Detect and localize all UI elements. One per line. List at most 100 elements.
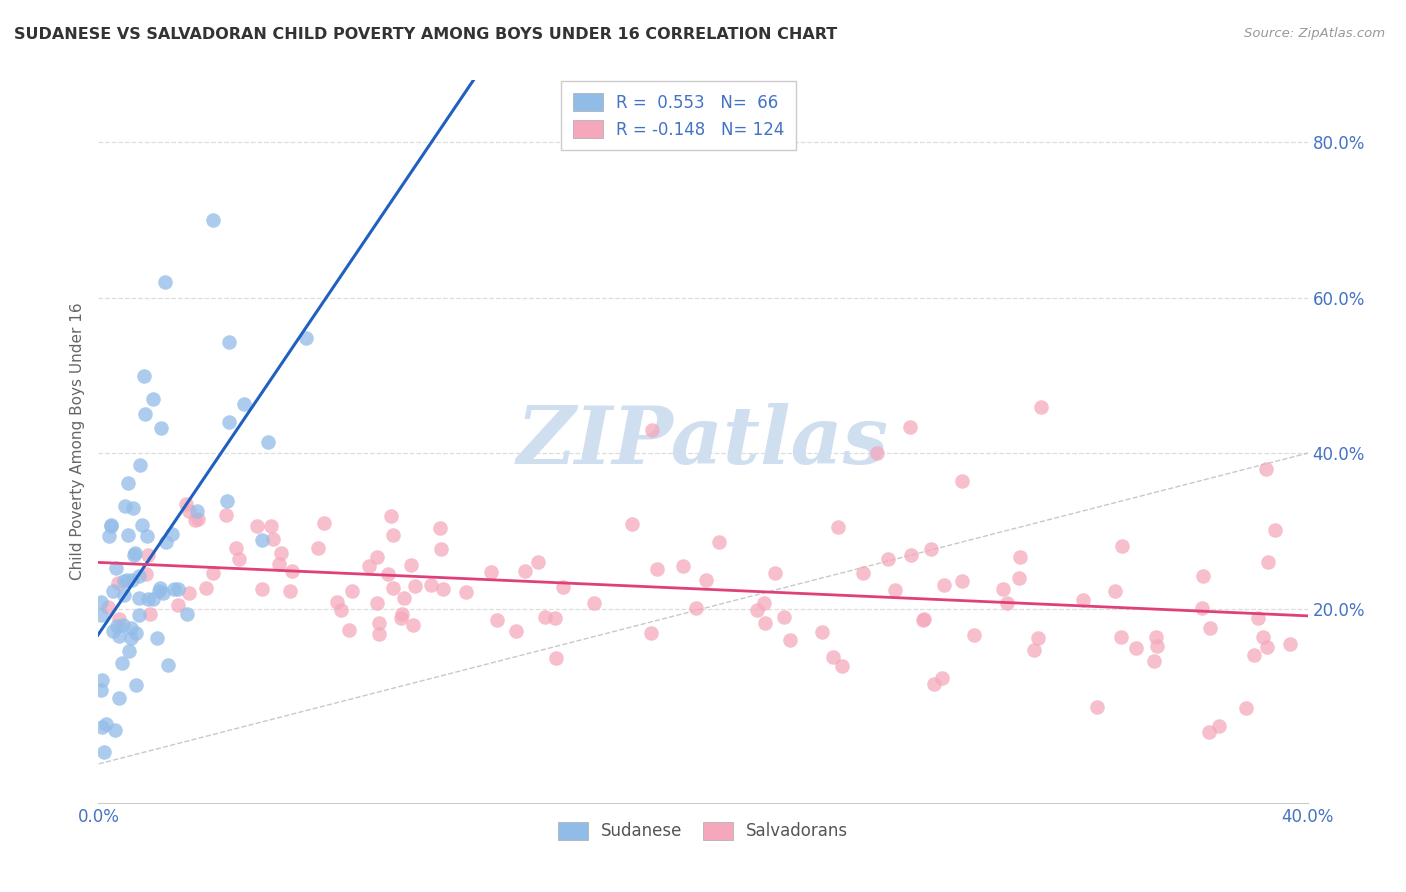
Point bbox=[1264, 523, 1286, 537]
Point bbox=[218, 415, 240, 429]
Point bbox=[640, 423, 662, 437]
Point bbox=[827, 520, 849, 534]
Point bbox=[1143, 654, 1166, 668]
Point bbox=[399, 558, 422, 572]
Point bbox=[120, 631, 142, 645]
Point bbox=[1236, 701, 1258, 715]
Point bbox=[377, 566, 399, 581]
Point bbox=[391, 607, 413, 621]
Point bbox=[950, 474, 973, 488]
Point bbox=[811, 624, 834, 639]
Point bbox=[186, 504, 208, 518]
Point bbox=[1029, 400, 1052, 414]
Point bbox=[104, 723, 127, 737]
Point bbox=[454, 585, 477, 599]
Point bbox=[1109, 630, 1132, 644]
Point bbox=[121, 501, 143, 516]
Point bbox=[217, 494, 239, 508]
Point bbox=[160, 527, 183, 541]
Text: SUDANESE VS SALVADORAN CHILD POVERTY AMONG BOYS UNDER 16 CORRELATION CHART: SUDANESE VS SALVADORAN CHILD POVERTY AMO… bbox=[14, 27, 838, 42]
Point bbox=[912, 613, 935, 627]
Point bbox=[1026, 632, 1049, 646]
Point bbox=[479, 565, 502, 579]
Point bbox=[392, 591, 415, 605]
Point bbox=[685, 601, 707, 615]
Point bbox=[278, 584, 301, 599]
Point bbox=[105, 619, 128, 633]
Point bbox=[339, 623, 361, 637]
Point bbox=[404, 579, 426, 593]
Point bbox=[228, 551, 250, 566]
Point bbox=[202, 213, 225, 227]
Point bbox=[176, 607, 198, 621]
Point bbox=[96, 599, 118, 614]
Point bbox=[866, 446, 889, 460]
Point bbox=[256, 435, 278, 450]
Y-axis label: Child Poverty Among Boys Under 16: Child Poverty Among Boys Under 16 bbox=[69, 302, 84, 581]
Point bbox=[1256, 640, 1278, 654]
Text: ZIPatlas: ZIPatlas bbox=[517, 403, 889, 480]
Point bbox=[225, 541, 247, 555]
Point bbox=[177, 586, 200, 600]
Point bbox=[260, 519, 283, 533]
Point bbox=[754, 616, 776, 631]
Point bbox=[128, 591, 150, 605]
Point bbox=[307, 541, 329, 555]
Point bbox=[912, 612, 935, 626]
Point bbox=[1192, 569, 1215, 583]
Point bbox=[90, 682, 112, 697]
Point bbox=[995, 595, 1018, 609]
Point bbox=[485, 613, 508, 627]
Point bbox=[831, 659, 853, 673]
Point bbox=[1243, 648, 1265, 663]
Point bbox=[884, 583, 907, 598]
Point bbox=[1256, 461, 1278, 475]
Point bbox=[107, 690, 129, 705]
Point bbox=[233, 397, 256, 411]
Point bbox=[582, 597, 605, 611]
Point bbox=[765, 566, 787, 581]
Point bbox=[90, 608, 112, 623]
Point bbox=[402, 618, 425, 632]
Point bbox=[120, 621, 142, 635]
Point bbox=[419, 578, 441, 592]
Point bbox=[1198, 724, 1220, 739]
Point bbox=[124, 546, 146, 560]
Point bbox=[112, 618, 135, 632]
Point bbox=[184, 513, 207, 527]
Point bbox=[202, 566, 225, 580]
Point bbox=[295, 331, 318, 345]
Point bbox=[108, 629, 131, 643]
Point bbox=[138, 592, 160, 607]
Point bbox=[1024, 642, 1046, 657]
Point bbox=[136, 529, 159, 543]
Point bbox=[367, 627, 389, 641]
Point bbox=[105, 561, 128, 575]
Point bbox=[993, 582, 1015, 596]
Point bbox=[117, 475, 139, 490]
Point bbox=[389, 611, 412, 625]
Point bbox=[526, 555, 548, 569]
Point bbox=[340, 583, 363, 598]
Point bbox=[100, 519, 122, 533]
Point bbox=[152, 586, 174, 600]
Point bbox=[262, 532, 284, 546]
Legend: Sudanese, Salvadorans: Sudanese, Salvadorans bbox=[550, 814, 856, 848]
Point bbox=[821, 649, 844, 664]
Point bbox=[621, 516, 644, 531]
Point bbox=[1257, 555, 1279, 569]
Point bbox=[672, 558, 695, 573]
Point bbox=[91, 673, 114, 688]
Point bbox=[381, 527, 404, 541]
Point bbox=[125, 626, 148, 640]
Point bbox=[380, 509, 402, 524]
Point bbox=[117, 573, 139, 587]
Point bbox=[963, 627, 986, 641]
Point bbox=[357, 559, 380, 574]
Point bbox=[134, 407, 156, 421]
Point bbox=[122, 548, 145, 562]
Point bbox=[366, 596, 388, 610]
Point bbox=[1010, 549, 1032, 564]
Point bbox=[1208, 719, 1230, 733]
Point bbox=[898, 419, 921, 434]
